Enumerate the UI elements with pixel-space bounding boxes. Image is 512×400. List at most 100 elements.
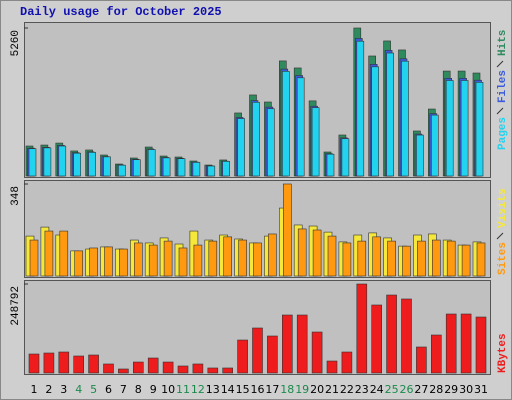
bar (311, 107, 320, 177)
bar (402, 245, 411, 277)
bar (416, 346, 427, 374)
bar (341, 138, 350, 177)
x-tick-label: 24 (370, 383, 384, 396)
bar (207, 367, 219, 374)
y-tick-label: 248792 (10, 286, 22, 326)
bar (162, 157, 171, 177)
x-tick-label: 4 (75, 383, 82, 396)
bar (223, 236, 232, 277)
bar (386, 294, 397, 374)
bar (73, 152, 81, 177)
legend-separator (496, 60, 504, 68)
bar (281, 314, 293, 374)
bar (281, 71, 290, 177)
bar (445, 313, 457, 374)
bar (430, 334, 442, 374)
bar (222, 161, 230, 177)
x-tick-label: 1 (31, 383, 38, 396)
bar (327, 235, 337, 277)
bar (192, 162, 201, 177)
bar (357, 240, 367, 277)
bar (89, 247, 98, 277)
x-tick-label: 18 (280, 383, 294, 396)
x-tick-label: 26 (400, 383, 414, 396)
x-tick-label: 14 (221, 383, 235, 396)
x-tick-label: 29 (444, 383, 458, 396)
bar (326, 153, 335, 177)
bar (475, 316, 487, 374)
bar (43, 147, 52, 177)
bar (88, 354, 99, 374)
x-tick-label: 23 (355, 383, 369, 396)
bar (372, 236, 382, 277)
bar (162, 361, 174, 374)
bar (445, 80, 454, 177)
bar (207, 165, 216, 177)
bar (104, 246, 113, 277)
legend-label: Pages (497, 117, 509, 150)
bar (192, 363, 204, 374)
bar (253, 242, 262, 277)
bar (386, 52, 394, 177)
bar (371, 66, 380, 177)
bar (74, 250, 83, 277)
bar (341, 351, 353, 374)
bar (163, 240, 173, 277)
bar (237, 339, 248, 374)
bar (356, 283, 368, 374)
bar (118, 368, 129, 374)
x-tick-label: 5 (90, 383, 97, 396)
legend-label: Sites (497, 242, 509, 275)
bar (267, 108, 275, 177)
bar (193, 244, 203, 277)
bar (387, 240, 396, 277)
bar (58, 145, 67, 177)
chart-title: Daily usage for October 2025 (20, 5, 222, 19)
legend-separator (496, 232, 504, 240)
bar (222, 367, 233, 374)
bar (296, 314, 308, 374)
bar (103, 156, 111, 177)
bar (88, 152, 96, 177)
bar (59, 230, 69, 277)
bar (237, 118, 245, 177)
bar (476, 242, 486, 277)
bar (252, 101, 260, 177)
bar (134, 242, 143, 277)
bar (44, 230, 54, 277)
bar (133, 361, 144, 374)
legend-label: Hits (497, 30, 509, 56)
bar (103, 363, 114, 374)
x-tick-label: 25 (385, 383, 399, 396)
x-tick-label: 6 (105, 383, 112, 396)
bar (177, 158, 186, 177)
bar (460, 80, 469, 177)
bar (417, 240, 426, 277)
bar (416, 134, 424, 177)
bar (178, 247, 188, 277)
bar (326, 360, 338, 374)
bar (73, 355, 84, 374)
bar (177, 365, 189, 374)
bar (342, 242, 352, 277)
bar (58, 351, 70, 374)
x-tick-label: 20 (310, 383, 324, 396)
bar (29, 239, 39, 277)
bar (208, 240, 218, 277)
x-tick-label: 13 (206, 383, 220, 396)
bar (401, 60, 409, 177)
bar (133, 159, 141, 177)
bar (460, 313, 472, 374)
x-tick-label: 15 (236, 383, 250, 396)
bar (28, 148, 37, 177)
y-tick-label: 348 (10, 186, 22, 206)
x-tick-label: 28 (429, 383, 443, 396)
bar (147, 149, 156, 177)
bar (267, 335, 278, 374)
x-tick-label: 27 (414, 383, 428, 396)
x-tick-label: 7 (120, 383, 127, 396)
x-tick-label: 10 (161, 383, 175, 396)
x-tick-label: 21 (325, 383, 339, 396)
bar (475, 82, 484, 177)
